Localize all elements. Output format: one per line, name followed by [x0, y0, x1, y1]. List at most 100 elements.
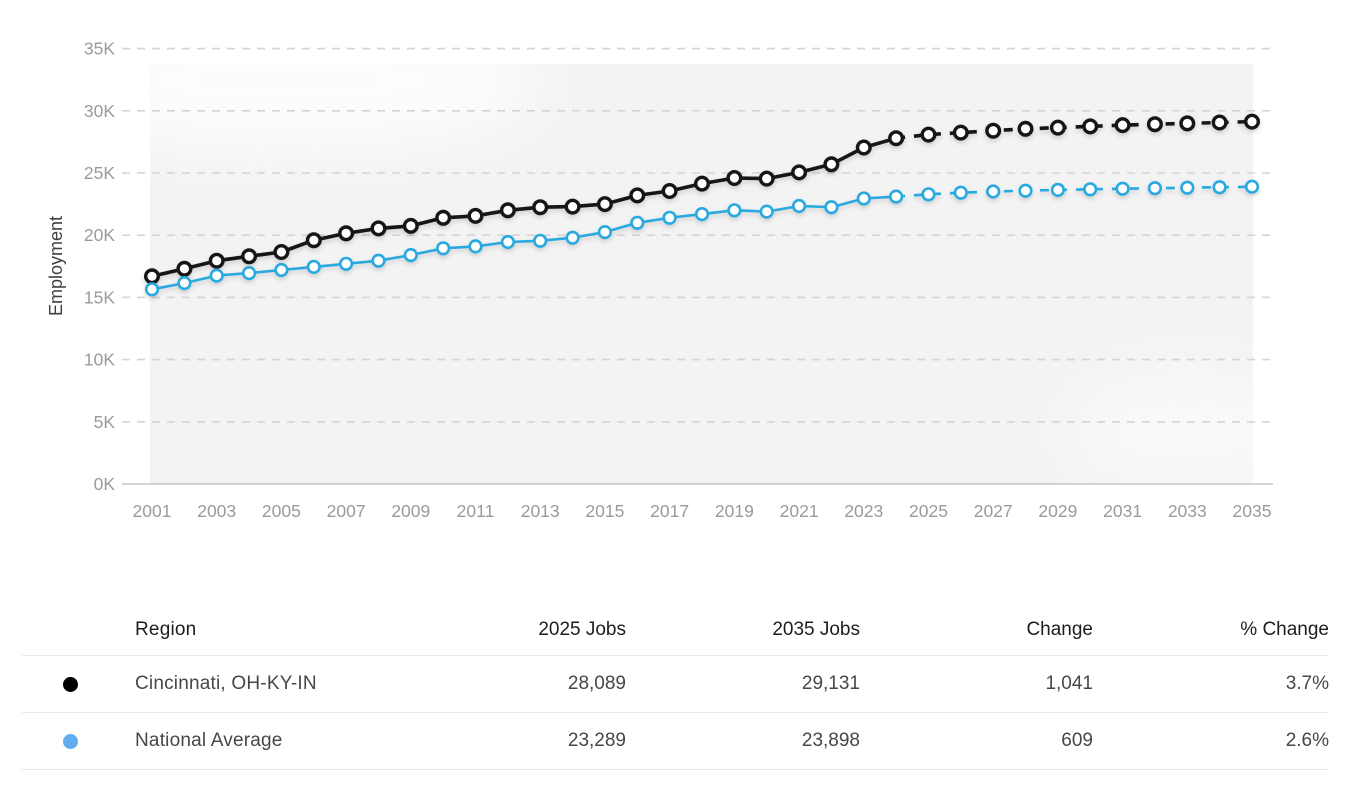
data-point-marker[interactable]: National Average 2031: 23,740 [1115, 181, 1130, 196]
data-point-marker[interactable]: National Average 2007: 17,700 [339, 256, 354, 271]
data-point-marker[interactable]: National Average 2024: 23,100 [888, 189, 904, 204]
data-point-marker[interactable]: Cincinnati, OH-KY-IN 2033: 28,990 [1179, 115, 1196, 132]
cell-pct-change: 2.6% [1285, 730, 1329, 751]
data-point-marker[interactable]: Cincinnati, OH-KY-IN 2018: 24,150 [694, 175, 711, 192]
data-point-marker[interactable]: National Average 2027: 23,510 [986, 184, 1001, 199]
column-header-region: Region [135, 618, 197, 640]
data-point-marker[interactable]: National Average 2033: 23,820 [1180, 180, 1195, 195]
data-point-marker[interactable]: Cincinnati, OH-KY-IN 2027: 28,400 [985, 122, 1002, 139]
cell-2025-jobs: 28,089 [567, 673, 626, 694]
y-axis-tick-label: 30K [84, 101, 115, 121]
table-row-cincinnati: Cincinnati, OH-KY-IN 28,089 29,131 1,041… [22, 656, 1329, 713]
data-point-marker[interactable]: Cincinnati, OH-KY-IN 2010: 21,400 [435, 209, 452, 226]
data-point-marker[interactable]: National Average 2018: 21,700 [694, 207, 710, 222]
data-point-marker[interactable]: Cincinnati, OH-KY-IN 2007: 20,150 [338, 225, 355, 242]
x-axis-tick-label: 2007 [327, 501, 366, 521]
data-point-marker[interactable]: National Average 2021: 22,350 [791, 198, 807, 214]
data-point-marker[interactable]: National Average 2010: 18,950 [436, 241, 451, 256]
data-point-marker[interactable]: National Average 2029: 23,640 [1050, 182, 1065, 197]
data-point-marker[interactable]: National Average 2009: 18,400 [403, 248, 418, 263]
data-point-marker[interactable]: Cincinnati, OH-KY-IN 2005: 18,650 [273, 243, 290, 260]
cell-change: 609 [1061, 730, 1093, 751]
data-point-marker[interactable]: Cincinnati, OH-KY-IN 2025: 28,089 [920, 126, 937, 143]
x-axis-tick-label: 2003 [197, 501, 236, 521]
data-point-marker[interactable]: Cincinnati, OH-KY-IN 2026: 28,250 [952, 124, 969, 141]
data-point-marker[interactable]: Cincinnati, OH-KY-IN 2006: 19,600 [305, 232, 322, 249]
data-point-marker[interactable]: Cincinnati, OH-KY-IN 2017: 23,550 [661, 182, 678, 199]
data-point-marker[interactable]: Cincinnati, OH-KY-IN 2035: 29,131 [1243, 113, 1260, 130]
x-axis-tick-label: 2001 [133, 501, 172, 521]
x-axis-tick-label: 2029 [1038, 501, 1077, 521]
data-point-marker[interactable]: Cincinnati, OH-KY-IN 2029: 28,650 [1049, 119, 1066, 136]
data-point-marker[interactable]: National Average 2016: 21,000 [630, 215, 645, 230]
data-point-marker[interactable]: National Average 2035: 23,898 [1244, 179, 1260, 194]
data-point-marker[interactable]: Cincinnati, OH-KY-IN 2004: 18,300 [241, 248, 258, 265]
x-axis-tick-label: 2025 [909, 501, 948, 521]
y-axis: 0K 5K 10K 15K 20K 25K 30K 35K [84, 39, 1273, 494]
data-point-marker[interactable]: Cincinnati, OH-KY-IN 2002: 17,300 [176, 260, 193, 277]
x-axis-tick-label: 2021 [780, 501, 819, 521]
column-header-2035-jobs: 2035 Jobs [772, 618, 860, 640]
data-point-marker[interactable]: Cincinnati, OH-KY-IN 2022: 25,700 [823, 156, 840, 173]
data-point-marker[interactable]: National Average 2019: 22,000 [727, 203, 742, 218]
data-point-marker[interactable]: Cincinnati, OH-KY-IN 2012: 22,000 [499, 202, 516, 219]
data-point-marker[interactable]: National Average 2003: 16,750 [209, 268, 224, 283]
data-point-marker[interactable]: National Average 2015: 20,250 [597, 225, 613, 240]
cell-change: 1,041 [1045, 673, 1093, 694]
data-point-marker[interactable]: Cincinnati, OH-KY-IN 2031: 28,850 [1114, 117, 1131, 134]
series-color-dot-national-average [62, 733, 78, 749]
data-point-marker[interactable]: National Average 2012: 19,450 [500, 234, 516, 250]
data-point-marker[interactable]: Cincinnati, OH-KY-IN 2003: 17,950 [208, 252, 225, 269]
data-point-marker[interactable]: National Average 2013: 19,550 [533, 233, 548, 248]
data-point-marker[interactable]: National Average 2011: 19,100 [468, 239, 483, 254]
data-point-marker[interactable]: National Average 2020: 21,900 [759, 204, 774, 219]
y-axis-title: Employment [46, 216, 66, 316]
x-axis-tick-label: 2011 [457, 501, 495, 521]
data-point-marker[interactable]: Cincinnati, OH-KY-IN 2011: 21,550 [467, 207, 484, 224]
data-point-marker[interactable]: Cincinnati, OH-KY-IN 2021: 25,050 [791, 164, 808, 181]
data-point-marker[interactable]: Cincinnati, OH-KY-IN 2030: 28,750 [1082, 118, 1099, 135]
data-point-marker[interactable]: Cincinnati, OH-KY-IN 2013: 22,250 [532, 199, 549, 216]
data-point-marker[interactable]: National Average 2002: 16,150 [177, 276, 192, 291]
data-point-marker[interactable]: National Average 2004: 16,950 [242, 266, 257, 281]
y-axis-tick-label: 5K [94, 412, 116, 432]
data-point-marker[interactable]: Cincinnati, OH-KY-IN 2009: 20,750 [402, 217, 419, 234]
x-axis-tick-label: 2009 [391, 501, 430, 521]
x-axis-tick-label: 2031 [1103, 501, 1142, 521]
column-header-change: Change [1026, 618, 1093, 640]
region-name: Cincinnati, OH-KY-IN [135, 673, 317, 694]
data-point-marker[interactable]: National Average 2014: 19,800 [565, 230, 580, 245]
data-point-marker[interactable]: National Average 2032: 23,780 [1147, 181, 1162, 196]
data-point-marker[interactable]: National Average 2005: 17,200 [274, 262, 289, 278]
data-point-marker[interactable]: Cincinnati, OH-KY-IN 2020: 24,550 [758, 170, 775, 187]
data-point-marker[interactable]: Cincinnati, OH-KY-IN 2034: 29,060 [1211, 114, 1228, 131]
data-point-marker[interactable]: National Average 2001: 15,650 [144, 282, 160, 297]
data-point-marker[interactable]: Cincinnati, OH-KY-IN 2001: 16,700 [143, 268, 160, 285]
data-point-marker[interactable]: National Average 2025: 23,289 [921, 187, 936, 202]
data-point-marker[interactable]: Cincinnati, OH-KY-IN 2023: 27,050 [855, 139, 872, 156]
data-point-marker[interactable]: National Average 2026: 23,420 [953, 185, 968, 200]
data-point-marker[interactable]: National Average 2028: 23,580 [1018, 183, 1033, 198]
data-point-marker[interactable]: Cincinnati, OH-KY-IN 2008: 20,550 [370, 220, 387, 237]
data-point-marker[interactable]: Cincinnati, OH-KY-IN 2016: 23,200 [629, 187, 646, 204]
data-point-marker[interactable]: Cincinnati, OH-KY-IN 2015: 22,500 [596, 196, 613, 213]
data-point-marker[interactable]: Cincinnati, OH-KY-IN 2024: 27,800 [888, 130, 905, 147]
data-point-marker[interactable]: Cincinnati, OH-KY-IN 2032: 28,920 [1146, 116, 1163, 133]
x-axis-tick-label: 2013 [521, 501, 560, 521]
y-axis-tick-label: 15K [84, 287, 115, 307]
data-point-marker[interactable]: National Average 2022: 22,250 [824, 200, 839, 215]
data-point-marker[interactable]: National Average 2023: 22,950 [856, 191, 871, 206]
x-axis-tick-label: 2027 [974, 501, 1013, 521]
data-point-marker[interactable]: Cincinnati, OH-KY-IN 2019: 24,600 [726, 169, 743, 186]
cell-2035-jobs: 29,131 [801, 673, 860, 694]
x-axis-tick-label: 2033 [1168, 501, 1207, 521]
data-point-marker[interactable]: National Average 2030: 23,690 [1083, 182, 1098, 197]
data-point-marker[interactable]: National Average 2006: 17,450 [306, 259, 321, 275]
data-point-marker[interactable]: National Average 2017: 21,400 [662, 210, 677, 225]
data-point-marker[interactable]: Cincinnati, OH-KY-IN 2028: 28,550 [1017, 120, 1034, 137]
cell-pct-change: 3.7% [1285, 673, 1329, 694]
data-point-marker[interactable]: National Average 2008: 17,950 [371, 253, 386, 268]
data-point-marker[interactable]: National Average 2034: 23,860 [1212, 180, 1227, 195]
data-point-marker[interactable]: Cincinnati, OH-KY-IN 2014: 22,300 [564, 198, 581, 215]
